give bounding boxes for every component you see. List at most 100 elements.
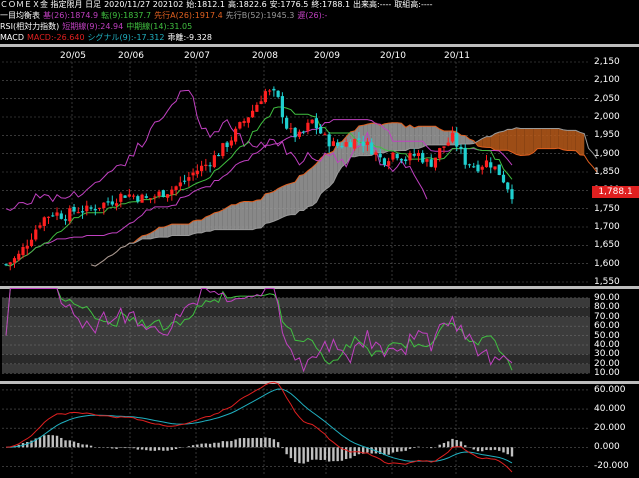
macd-histogram-bar [200,443,203,448]
macd-histogram-bar [400,447,403,452]
macd-line [5,381,513,473]
macd-histogram-bar [413,447,416,448]
candle-body [404,159,408,161]
candle-body [421,152,425,163]
x-axis-label: 20/09 [314,51,340,61]
macd-histogram-bar [506,447,509,455]
candle-body [370,142,374,155]
ichimoku-cloud [380,123,385,153]
macd-histogram-bar [170,447,174,450]
legend-item: 遅(26):- [297,11,328,20]
candle-body [140,194,144,203]
macd-histogram-bar [208,443,212,448]
macd-histogram-bar [47,434,50,448]
candle-body [506,182,510,190]
candle-body [455,133,459,147]
macd-histogram-bar [327,447,331,462]
rsi-axis-label: 80.00 [594,302,620,313]
ichimoku-cloud [426,126,432,145]
legend-item: 転(9):1837.7 [101,11,152,20]
macd-histogram-bar [272,439,276,448]
span-b-line [90,127,598,267]
candle-body [34,229,38,240]
macd-axis-label: 20.000 [594,423,626,434]
ichimoku-cloud [248,201,253,230]
panel-separator [0,286,639,289]
header-field: 終:1788.1 [311,0,351,9]
candle-body [63,219,68,221]
price-axis-label: 1,600 [594,258,620,269]
macd-histogram-bar [179,447,182,448]
candle-body [293,127,297,138]
candle-body [353,139,357,149]
price-axis-label: 2,050 [594,93,620,104]
macd-histogram-bar [344,447,348,460]
candle-body [42,217,46,226]
macd-histogram-bar [230,440,233,448]
ichimoku-cloud [537,128,542,149]
candle-body [463,147,467,165]
macd-histogram-bar [43,435,46,448]
macd-histogram-bar [395,447,399,452]
macd-histogram-bar [111,447,114,449]
ichimoku-cloud [482,136,487,148]
macd-histogram-bar [442,442,446,448]
macd-axis-label: 40.000 [594,404,626,415]
ichimoku-cloud [580,132,585,156]
ichimoku-cloud [316,158,321,203]
candle-body [80,211,85,213]
candle-body [136,196,140,202]
macd-histogram-bar [455,440,458,448]
header-field: ＣＯＭＥＸ金 指定限月 日足 [0,0,102,9]
macd-histogram-bar [451,438,454,448]
candle-body [276,90,280,97]
macd-histogram-bar [498,447,501,451]
macd-histogram-bar [196,444,199,448]
ichimoku-cloud [512,127,517,155]
candle-body [272,88,276,91]
candle-body [178,182,182,187]
macd-histogram-bar [370,447,373,454]
candle-body [123,195,127,198]
macd-histogram-bar [187,446,191,448]
ichimoku-cloud [184,224,189,236]
candle-body [331,141,336,146]
ichimoku-cloud [375,123,381,153]
macd-histogram-bar [140,447,144,450]
legend-item: MACD:-26.640 [26,33,85,42]
ichimoku-cloud [435,126,440,145]
candle-body [4,264,8,266]
macd-histogram-bar [238,438,242,448]
ichimoku-cloud [146,233,151,239]
candle-body [314,118,319,129]
candle-body [97,207,102,209]
macd-histogram-bar [119,447,123,448]
candle-body [38,225,42,228]
macd-histogram-bar [378,447,382,454]
price-axis-label: 1,850 [594,167,620,177]
macd-histogram-bar [276,442,280,448]
ichimoku-cloud [414,126,419,149]
candle-body [110,201,114,205]
candle-body [195,170,199,175]
rsi-short-line [5,288,513,373]
legend-item: 短期線(9):24.94 [62,22,124,31]
legend-item: 先行A(26):1917.4 [154,11,223,20]
candle-body [285,117,289,129]
macd-histogram-bar [493,447,497,450]
ichimoku-cloud [541,128,547,149]
candle-body [204,164,208,166]
macd-histogram-bar [336,447,339,462]
rsi-axis-label: 40.00 [594,340,620,350]
ichimoku-cloud [171,224,177,236]
candle-body [148,198,153,200]
rsi-axis-label: 20.00 [594,358,620,369]
ichimoku-cloud [299,174,304,211]
ichimoku-cloud [465,135,470,145]
price-axis-label: 1,900 [594,148,620,159]
ichimoku-cloud [546,128,551,149]
ichimoku-cloud [231,204,236,230]
ichimoku-cloud [516,127,521,156]
panel-separator [0,44,639,47]
